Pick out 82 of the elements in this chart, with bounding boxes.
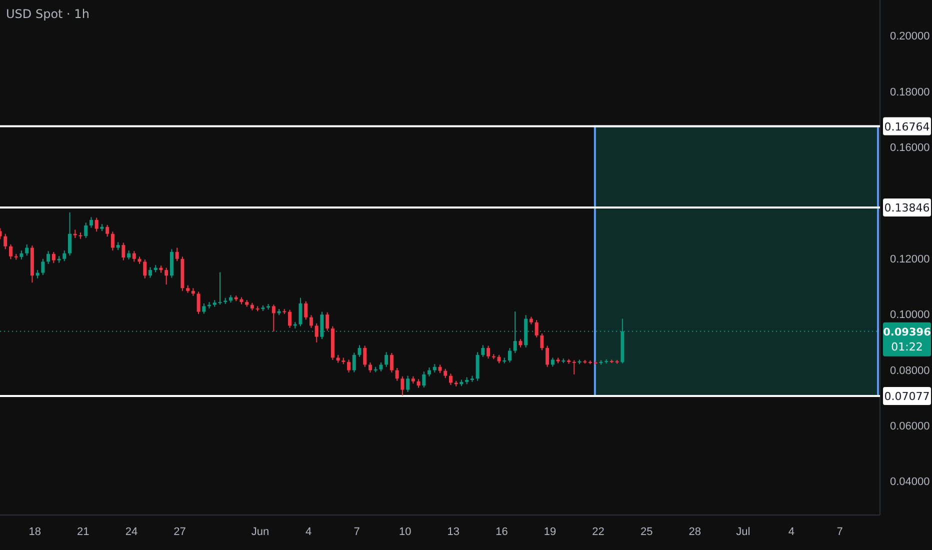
x-tick-label: 24 [125, 526, 138, 538]
candlestick [62, 250, 66, 262]
candlestick [122, 242, 126, 261]
candlestick [4, 233, 8, 250]
candlestick [572, 360, 576, 375]
candlestick [476, 352, 480, 382]
candlestick [546, 345, 550, 368]
candlestick [304, 300, 308, 320]
y-tick-label: 0.06000 [890, 420, 930, 432]
candlestick [534, 320, 538, 338]
x-tick-label: 18 [28, 526, 42, 538]
candlestick [148, 266, 152, 278]
candlestick [384, 352, 388, 368]
candlestick [444, 368, 448, 379]
candlestick [400, 376, 404, 396]
candlestick [363, 345, 367, 368]
candlestick [68, 212, 72, 256]
candlestick [298, 297, 302, 327]
candlestick [106, 224, 110, 238]
candlestick [164, 267, 168, 286]
candlestick [502, 357, 506, 364]
candlestick [508, 347, 512, 363]
candlestick [347, 359, 351, 373]
y-tick-label: 0.08000 [890, 364, 930, 377]
candlestick [395, 368, 399, 382]
ref-line-label: 0.13846 [884, 202, 930, 215]
y-tick-label: 0.12000 [890, 253, 930, 266]
y-tick-label: 0.04000 [890, 476, 930, 488]
x-tick-label: 10 [398, 526, 412, 538]
x-tick-label: 19 [544, 526, 556, 538]
ref-line-label: 0.16764 [884, 120, 930, 134]
candlestick [309, 314, 313, 328]
candlestick [132, 250, 136, 262]
y-tick-label: 0.18000 [890, 86, 930, 98]
candlestick [52, 251, 56, 264]
candlestick [46, 250, 50, 264]
candlestick [175, 247, 179, 262]
y-tick-label: 0.10000 [890, 309, 930, 322]
x-tick-label: 4 [788, 526, 795, 538]
candlestick [202, 302, 206, 314]
candlestick [288, 309, 292, 328]
candlestick [390, 352, 394, 373]
x-tick-label: Jul [736, 526, 750, 538]
candlestick [41, 258, 45, 276]
x-tick-label: 4 [305, 526, 312, 538]
ref-line-label: 0.09396 [883, 326, 931, 338]
candlestick [352, 352, 356, 373]
candlestick [448, 373, 452, 386]
ref-line-label: 0.07077 [884, 390, 930, 403]
x-tick-label: 16 [496, 526, 508, 538]
candlestick [84, 222, 88, 239]
candlestick [540, 332, 544, 351]
x-tick-label: 28 [688, 526, 702, 538]
candlestick [94, 217, 98, 232]
candlestick [196, 291, 200, 315]
candlestick [110, 231, 114, 252]
x-tick-label: 22 [592, 526, 604, 538]
x-tick-label: 13 [447, 526, 460, 538]
x-tick-label: 25 [640, 526, 653, 538]
candlestick [486, 345, 490, 360]
x-tick-label: 21 [77, 526, 90, 538]
candlestick [326, 312, 330, 332]
x-tick-label: 7 [836, 526, 843, 538]
candlestick [170, 248, 174, 278]
candlestick [481, 344, 485, 358]
candlestick [143, 258, 147, 279]
candlestick [358, 344, 362, 358]
x-tick-label: 7 [354, 526, 360, 538]
candlestick [272, 304, 276, 332]
x-tick-label: 27 [174, 526, 186, 538]
candlestick [25, 244, 29, 256]
candlestick [89, 216, 93, 228]
annotation: 01:22 [891, 340, 923, 354]
candlestick [8, 244, 12, 260]
y-tick-label: 0.20000 [890, 30, 930, 43]
x-tick-label: Jun [251, 526, 270, 538]
candlestick [314, 322, 318, 343]
candlestick [422, 371, 426, 388]
candlestick [368, 362, 372, 373]
y-tick-label: 0.16000 [890, 142, 930, 154]
candlestick [406, 375, 410, 392]
text: USD Spot · 1h [6, 7, 90, 21]
